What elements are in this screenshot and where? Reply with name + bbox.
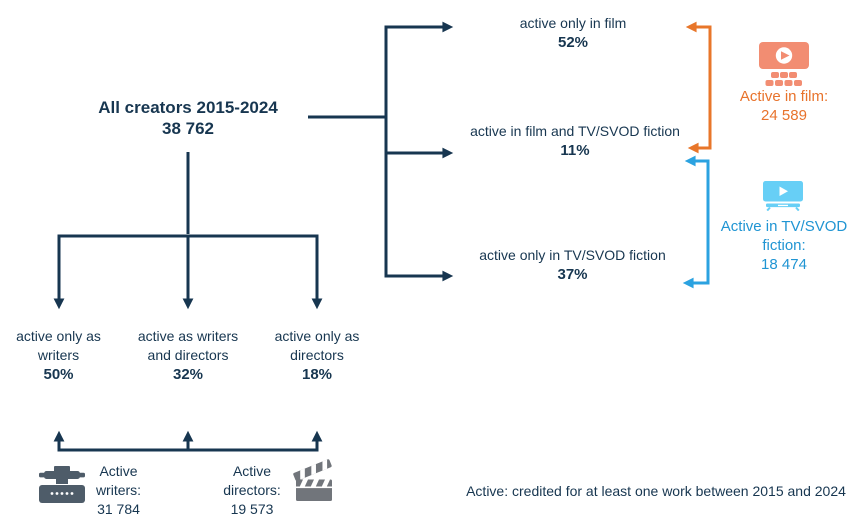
branch-label: active only in film bbox=[519, 15, 627, 31]
film-aggregate: Active in film: 24 589 bbox=[709, 87, 859, 125]
cinema-audience-icon bbox=[759, 42, 809, 86]
branch-active-film-and-tv: active in film and TV/SVOD fiction 11% bbox=[470, 122, 680, 160]
writers-stat: Active writers: 31 784 bbox=[76, 462, 161, 519]
tv-aggregate-label: Active in TV/SVOD fiction: bbox=[720, 218, 848, 254]
branch-only-directors: active only as directors 18% bbox=[259, 327, 375, 384]
branch-pct: 52% bbox=[557, 34, 589, 51]
branch-label: active only in TV/SVOD fiction bbox=[479, 247, 666, 263]
branch-pct: 32% bbox=[172, 366, 204, 383]
typewriter-icon bbox=[39, 466, 85, 503]
branch-writers-and-directors: active as writers and directors 32% bbox=[130, 327, 246, 384]
root-title: All creators 2015-2024 bbox=[98, 98, 278, 117]
branch-label: active only as directors bbox=[274, 328, 360, 363]
film-aggregate-label: Active in film: bbox=[739, 88, 829, 105]
branch-pct: 18% bbox=[301, 366, 333, 383]
branch-pct: 50% bbox=[43, 366, 74, 383]
root-node: All creators 2015-2024 38 762 bbox=[68, 97, 308, 139]
tv-aggregate: Active in TV/SVOD fiction: 18 474 bbox=[705, 217, 860, 274]
definition-footnote: Active: credited for at least one work b… bbox=[466, 483, 846, 499]
writers-stat-label: Active writers: bbox=[95, 463, 142, 498]
branch-active-only-tv: active only in TV/SVOD fiction 37% bbox=[455, 246, 690, 284]
clapperboard-icon bbox=[293, 459, 332, 501]
directors-stat-value: 19 573 bbox=[230, 501, 274, 517]
tv-aggregate-value: 18 474 bbox=[761, 256, 807, 273]
branch-pct: 37% bbox=[557, 266, 588, 283]
film-aggregate-value: 24 589 bbox=[761, 107, 807, 124]
branch-pct: 11% bbox=[560, 142, 590, 159]
branch-label: active in film and TV/SVOD fiction bbox=[470, 123, 680, 139]
branch-active-only-film: active only in film 52% bbox=[463, 14, 683, 52]
writers-stat-value: 31 784 bbox=[97, 501, 140, 517]
branch-label: active as writers and directors bbox=[137, 328, 239, 363]
directors-stat: Active directors: 19 573 bbox=[204, 462, 300, 519]
directors-stat-label: Active directors: bbox=[223, 463, 281, 498]
branch-only-writers: active only as writers 50% bbox=[2, 327, 115, 384]
root-value: 38 762 bbox=[162, 119, 214, 138]
tv-play-icon bbox=[763, 181, 803, 211]
branch-label: active only as writers bbox=[16, 328, 101, 363]
